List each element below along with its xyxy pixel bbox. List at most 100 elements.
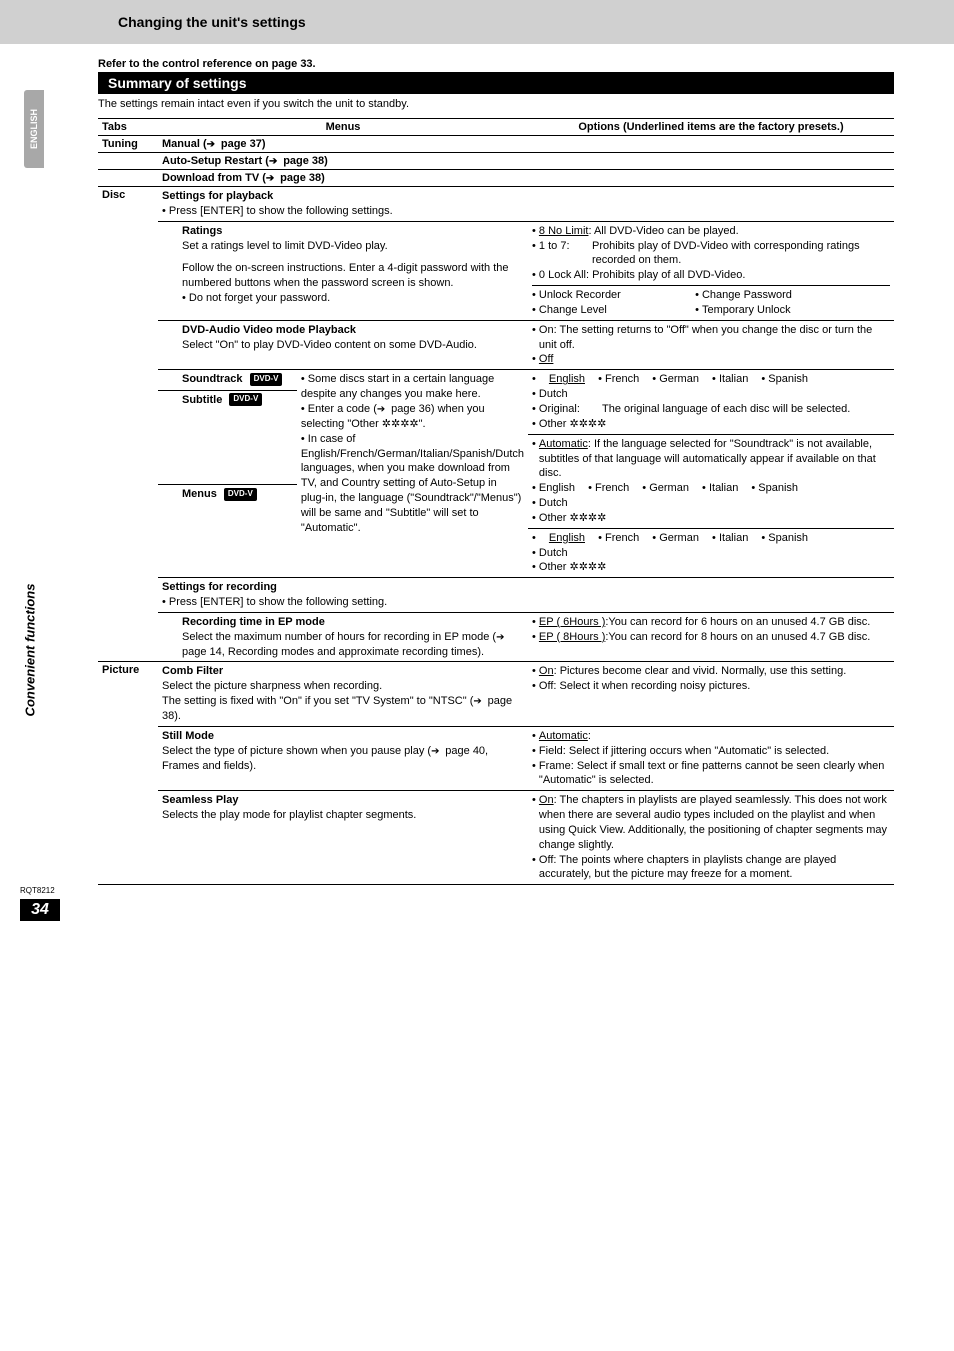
soundtrack-original-label: Original: bbox=[532, 402, 602, 417]
dvdaudio-off: Off bbox=[539, 353, 553, 365]
ratings-changepw: Change Password bbox=[695, 288, 792, 303]
tuning-manual: Manual bbox=[162, 138, 200, 150]
menus-title: Menus bbox=[182, 488, 217, 500]
shared-note-1: Some discs start in a certain language d… bbox=[301, 372, 524, 402]
summary-heading: Summary of settings bbox=[98, 72, 894, 94]
footer-code: RQT8212 bbox=[20, 886, 55, 895]
still-frame: Frame: Select if small text or fine patt… bbox=[539, 759, 890, 789]
ratings-nolimit-label: 8 No Limit bbox=[539, 225, 589, 237]
still-desc1: Select the type of picture shown when yo… bbox=[162, 745, 431, 757]
arrow-icon bbox=[269, 155, 280, 167]
tuning-manual-ref: page 37) bbox=[218, 138, 266, 150]
dvdaudio-on: On: The setting returns to "Off" when yo… bbox=[539, 323, 890, 353]
tuning-label: Tuning bbox=[98, 136, 158, 153]
arrow-icon bbox=[377, 403, 388, 415]
rectime-row: Recording time in EP mode Select the max… bbox=[98, 612, 894, 662]
settings-table: Tabs Menus Options (Underlined items are… bbox=[98, 118, 894, 885]
soundtrack-italian: Italian bbox=[712, 372, 748, 387]
ratings-unlock: Unlock Recorder bbox=[532, 288, 682, 303]
language-tab-label: ENGLISH bbox=[29, 109, 39, 149]
ratings-desc: Set a ratings level to limit DVD-Video p… bbox=[182, 239, 524, 254]
ratings-1to7-label: 1 to 7: bbox=[532, 239, 592, 269]
soundtrack-french: French bbox=[598, 372, 639, 387]
arrow-icon bbox=[496, 631, 507, 643]
col-tabs: Tabs bbox=[98, 119, 158, 136]
seamless-on-label: On bbox=[539, 794, 554, 806]
tuning-download-row: Download from TV ( page 38) bbox=[98, 170, 894, 187]
soundtrack-spanish: Spanish bbox=[761, 372, 808, 387]
seamless-desc: Selects the play mode for playlist chapt… bbox=[162, 808, 524, 823]
menus-dutch: Dutch bbox=[532, 546, 890, 561]
rectime-desc2: page 14, Recording modes and approximate… bbox=[182, 646, 484, 658]
page-header: Changing the unit's settings bbox=[0, 0, 954, 44]
arrow-icon bbox=[431, 745, 442, 757]
table-header-row: Tabs Menus Options (Underlined items are… bbox=[98, 119, 894, 136]
arrow-icon bbox=[266, 172, 277, 184]
shared-note-2a: Enter a code ( bbox=[301, 403, 377, 415]
subtitle-german: German bbox=[642, 481, 689, 496]
soundtrack-dutch: Dutch bbox=[532, 387, 890, 402]
soundtrack-title: Soundtrack bbox=[182, 373, 243, 385]
col-menus: Menus bbox=[158, 119, 528, 136]
ratings-row: Ratings Set a ratings level to limit DVD… bbox=[98, 221, 894, 320]
picture-label: Picture bbox=[98, 662, 158, 726]
ratings-dontforget: Do not forget your password. bbox=[182, 291, 524, 306]
subtitle-french: French bbox=[588, 481, 629, 496]
language-tab: ENGLISH bbox=[24, 90, 44, 168]
soundtrack-original-text: The original language of each disc will … bbox=[602, 402, 850, 417]
rectime-title: Recording time in EP mode bbox=[182, 615, 524, 630]
comb-desc1: Select the picture sharpness when record… bbox=[162, 679, 524, 694]
disc-rec-hdr: Settings for recording bbox=[162, 580, 890, 595]
ratings-1to7-text: Prohibits play of DVD-Video with corresp… bbox=[592, 239, 890, 269]
subtitle-dutch: Dutch bbox=[532, 496, 890, 511]
tuning-download: Download from TV bbox=[162, 172, 259, 184]
subtitle-title: Subtitle bbox=[182, 394, 222, 406]
main-content: Refer to the control reference on page 3… bbox=[0, 58, 954, 885]
rectime-ep6-text: :You can record for 6 hours on an unused… bbox=[605, 616, 870, 628]
subtitle-english: English bbox=[532, 481, 575, 496]
ratings-title: Ratings bbox=[182, 224, 524, 239]
arrow-icon bbox=[207, 138, 218, 150]
section-tab-label: Convenient functions bbox=[23, 584, 38, 717]
ratings-nolimit-text: : All DVD-Video can be played. bbox=[588, 225, 738, 237]
subtitle-spanish: Spanish bbox=[751, 481, 798, 496]
ratings-tempunlock: Temporary Unlock bbox=[695, 303, 791, 318]
col-options: Options (Underlined items are the factor… bbox=[528, 119, 894, 136]
rectime-ep8-label: EP ( 8Hours ) bbox=[539, 631, 605, 643]
ratings-changelvl: Change Level bbox=[532, 303, 682, 318]
dvd-v-badge: DVD-V bbox=[229, 393, 262, 406]
soundtrack-other: Other ✲✲✲✲ bbox=[532, 417, 890, 432]
disc-rec-press: Press [ENTER] to show the following sett… bbox=[162, 595, 890, 610]
soundtrack-german: German bbox=[652, 372, 699, 387]
menus-german: German bbox=[652, 531, 699, 546]
ratings-follow: Follow the on-screen instructions. Enter… bbox=[182, 261, 524, 291]
still-title: Still Mode bbox=[162, 729, 524, 744]
dvdaudio-row: DVD-Audio Video mode Playback Select "On… bbox=[98, 320, 894, 370]
disc-playback-header-row: Disc Settings for playback Press [ENTER]… bbox=[98, 187, 894, 222]
seamless-on-text: : The chapters in playlists are played s… bbox=[539, 794, 887, 851]
standby-note: The settings remain intact even if you s… bbox=[98, 98, 894, 110]
dvdaudio-title: DVD-Audio Video mode Playback bbox=[182, 323, 524, 338]
dvd-v-badge: DVD-V bbox=[250, 373, 283, 386]
rectime-ep6-label: EP ( 6Hours ) bbox=[539, 616, 605, 628]
comb-off: Off: Select it when recording noisy pict… bbox=[532, 679, 890, 694]
tuning-auto: Auto-Setup Restart bbox=[162, 155, 262, 167]
arrow-icon bbox=[473, 695, 484, 707]
seamless-title: Seamless Play bbox=[162, 793, 524, 808]
disc-label: Disc bbox=[98, 187, 158, 222]
reference-note: Refer to the control reference on page 3… bbox=[98, 58, 894, 70]
still-row: Still Mode Select the type of picture sh… bbox=[98, 726, 894, 790]
tuning-download-ref: page 38) bbox=[277, 172, 325, 184]
comb-on-text: : Pictures become clear and vivid. Norma… bbox=[554, 665, 847, 677]
tuning-auto-row: Auto-Setup Restart ( page 38) bbox=[98, 153, 894, 170]
shared-note-3: In case of English/French/German/Italian… bbox=[301, 432, 524, 536]
still-field: Field: Select if jittering occurs when "… bbox=[539, 744, 829, 759]
dvdaudio-desc: Select "On" to play DVD-Video content on… bbox=[182, 338, 524, 353]
subtitle-other: Other ✲✲✲✲ bbox=[532, 511, 890, 526]
menus-spanish: Spanish bbox=[761, 531, 808, 546]
subtitle-italian: Italian bbox=[702, 481, 738, 496]
disc-playback-press: Press [ENTER] to show the following sett… bbox=[162, 204, 890, 219]
seamless-off: Off: The points where chapters in playli… bbox=[539, 853, 890, 883]
disc-playback-hdr: Settings for playback bbox=[162, 189, 890, 204]
menus-english: English bbox=[549, 531, 585, 546]
